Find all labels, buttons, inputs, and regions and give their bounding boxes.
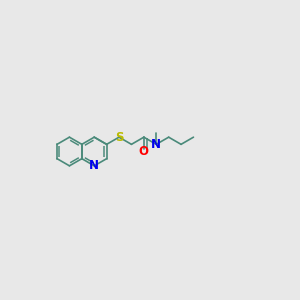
- Text: N: N: [151, 138, 161, 151]
- Text: S: S: [115, 131, 123, 144]
- Text: N: N: [89, 159, 99, 172]
- Text: O: O: [139, 145, 149, 158]
